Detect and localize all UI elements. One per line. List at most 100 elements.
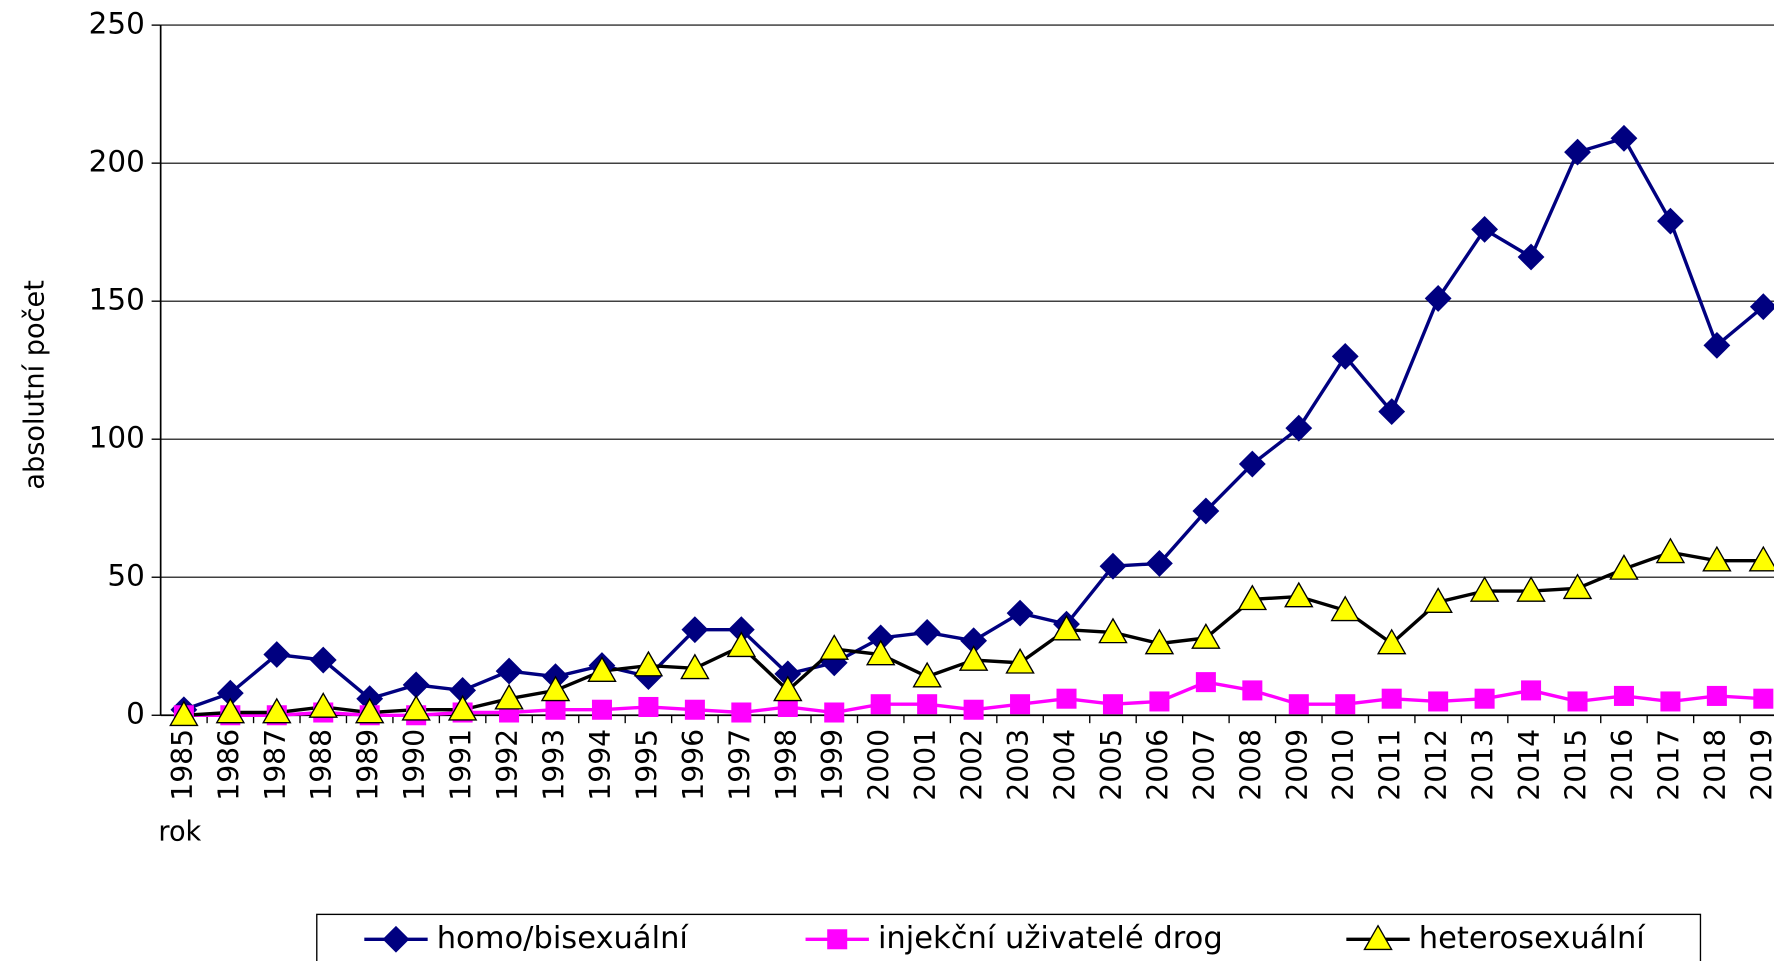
marker (1056, 688, 1077, 709)
marker (731, 702, 752, 723)
marker (540, 675, 571, 702)
marker (262, 697, 292, 724)
marker (1474, 688, 1495, 709)
marker (1562, 573, 1593, 600)
marker (1610, 124, 1638, 152)
x-tick-label: 2010 (1327, 729, 1360, 801)
marker (494, 683, 524, 710)
legend-label: homo/bisexuální (437, 921, 690, 956)
marker (1195, 672, 1216, 693)
marker (308, 692, 338, 718)
x-tick-label: 2000 (863, 729, 896, 801)
marker (917, 694, 938, 715)
marker (1191, 623, 1221, 649)
marker (684, 699, 705, 720)
y-tick-label: 0 (126, 697, 145, 731)
marker (1749, 293, 1774, 321)
marker (1521, 680, 1542, 701)
marker (827, 929, 848, 950)
y-tick-label: 200 (89, 145, 145, 179)
x-tick-label: 2019 (1745, 729, 1774, 801)
marker (1288, 694, 1309, 715)
x-tick-label: 1993 (538, 729, 571, 801)
x-tick-label: 1996 (677, 729, 710, 801)
x-tick-label: 2008 (1234, 729, 1267, 801)
marker (447, 694, 478, 721)
x-axis-label: rok (158, 816, 201, 847)
x-tick-label: 1989 (352, 729, 385, 801)
marker (382, 925, 410, 953)
x-tick-label: 2004 (1049, 729, 1082, 801)
marker (1567, 691, 1588, 712)
x-tick-label: 2009 (1281, 729, 1314, 801)
marker (912, 661, 942, 688)
marker (1005, 647, 1035, 674)
marker (1099, 552, 1127, 580)
marker (545, 699, 566, 720)
marker (1428, 691, 1449, 712)
x-tick-label: 2006 (1141, 729, 1174, 801)
marker (1146, 550, 1173, 577)
marker (638, 696, 659, 717)
marker (870, 694, 891, 715)
x-tick-label: 2012 (1420, 729, 1453, 801)
marker (354, 697, 385, 724)
x-tick-label: 2013 (1467, 729, 1500, 801)
x-tick-label: 1986 (212, 729, 245, 801)
x-tick-label: 1991 (445, 729, 478, 801)
legend-box (316, 913, 1702, 961)
marker (1564, 138, 1591, 166)
marker (1378, 398, 1406, 426)
marker (1144, 628, 1175, 655)
marker (1331, 342, 1359, 370)
marker (1006, 599, 1034, 627)
marker (1238, 450, 1266, 478)
marker (1376, 628, 1407, 655)
x-tick-label: 2007 (1188, 729, 1221, 801)
y-tick-label: 50 (107, 559, 144, 593)
marker (401, 694, 431, 721)
marker (263, 641, 291, 668)
marker (1655, 537, 1686, 564)
legend-label: injekční uživatelé drog (878, 921, 1223, 956)
marker (1102, 694, 1123, 715)
marker (1363, 924, 1393, 951)
series-line (183, 136, 1765, 712)
marker (824, 702, 845, 723)
x-tick-label: 1987 (259, 729, 292, 801)
marker (1517, 243, 1545, 271)
marker (1613, 685, 1634, 706)
marker (1424, 285, 1452, 312)
marker (1706, 685, 1727, 706)
marker (1657, 207, 1684, 235)
x-tick-label: 2011 (1374, 729, 1407, 801)
marker (1285, 414, 1313, 442)
y-tick-label: 100 (89, 421, 145, 455)
marker (1702, 545, 1732, 572)
marker (1098, 617, 1128, 644)
y-axis-label: absolutní počet (20, 280, 51, 489)
x-tick-label: 2018 (1699, 729, 1732, 801)
marker (865, 639, 896, 666)
marker (680, 653, 710, 680)
marker (495, 657, 523, 685)
marker (1703, 331, 1731, 359)
marker (633, 650, 664, 677)
marker (1609, 554, 1639, 580)
marker (591, 699, 612, 720)
marker (1335, 694, 1356, 715)
y-tick-label: 250 (89, 7, 145, 41)
marker (1471, 215, 1499, 243)
x-tick-label: 1988 (305, 729, 338, 801)
x-tick-label: 2003 (1002, 729, 1035, 801)
marker (773, 675, 803, 702)
x-tick-label: 1992 (491, 729, 524, 801)
marker (587, 656, 617, 682)
marker (958, 645, 989, 671)
x-tick-label: 1990 (398, 729, 431, 801)
x-tick-label: 1997 (723, 729, 756, 801)
marker (1242, 680, 1263, 701)
marker (819, 634, 849, 660)
marker (169, 700, 199, 727)
marker (1660, 691, 1681, 712)
